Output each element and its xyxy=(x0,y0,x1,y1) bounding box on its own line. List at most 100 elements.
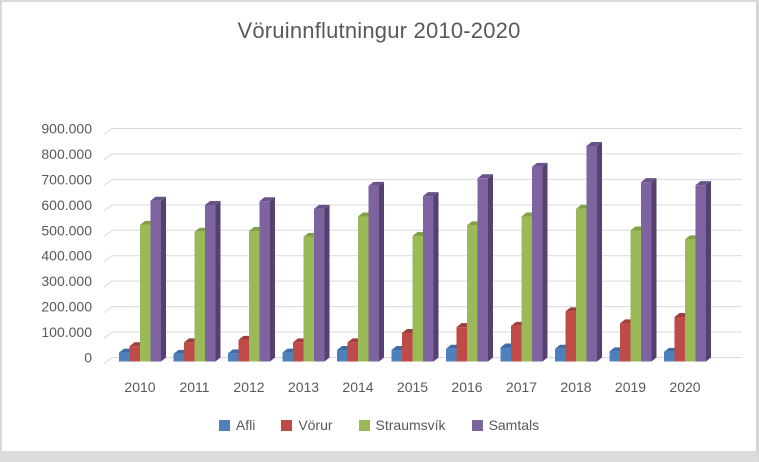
legend-label-straumsv-k: Straumsvík xyxy=(375,417,446,433)
bar-front-face xyxy=(555,348,566,362)
legend-label-samtals: Samtals xyxy=(488,417,540,433)
bar-front-face xyxy=(412,236,423,362)
bar-samtals-2018[interactable] xyxy=(586,141,603,362)
legend-item-afli[interactable]: Afli xyxy=(218,417,256,433)
bar-front-face xyxy=(303,236,314,362)
bar-top-face xyxy=(150,196,166,201)
bar-samtals-2020[interactable] xyxy=(695,181,712,362)
bar-side-face xyxy=(433,192,439,362)
legend-swatch-samtals xyxy=(471,419,483,431)
x-axis-label-2014: 2014 xyxy=(342,379,373,395)
chart-title: Vöruinnflutningur 2010-2020 xyxy=(237,18,521,43)
x-axis-label-2012: 2012 xyxy=(233,379,264,395)
bar-top-face xyxy=(695,181,711,186)
bar-front-face xyxy=(500,347,511,362)
bar-front-face xyxy=(184,342,195,362)
bar-samtals-2013[interactable] xyxy=(314,204,330,362)
y-axis-tick-100-000: 100.000 xyxy=(41,324,92,340)
y-axis-tick-200-000: 200.000 xyxy=(41,299,92,315)
bar-side-face xyxy=(488,174,493,362)
legend-label-v-rur: Vörur xyxy=(298,417,333,433)
bar-top-face xyxy=(477,174,493,179)
y-axis-tick-800-000: 800.000 xyxy=(41,146,92,162)
bar-samtals-2011[interactable] xyxy=(205,201,221,362)
bar-top-face xyxy=(205,201,221,206)
bar-front-face xyxy=(205,205,216,362)
bar-front-face xyxy=(446,348,457,362)
bar-side-face xyxy=(379,181,384,362)
gridline-800-000 xyxy=(103,153,742,161)
legend-item-samtals[interactable]: Samtals xyxy=(471,417,540,433)
y-axis-tick-0: 0 xyxy=(84,350,92,366)
bar-top-face xyxy=(314,204,330,209)
gridline-900-000 xyxy=(103,128,742,135)
y-axis-tick-600-000: 600.000 xyxy=(41,197,92,213)
x-axis-label-2019: 2019 xyxy=(615,379,646,395)
bar-front-face xyxy=(456,327,467,362)
bar-front-face xyxy=(630,230,641,362)
x-axis-label-2013: 2013 xyxy=(288,379,319,395)
bar-front-face xyxy=(368,185,379,362)
y-axis-tick-900-000: 900.000 xyxy=(41,121,92,137)
legend-label-afli: Afli xyxy=(235,417,256,433)
bar-front-face xyxy=(337,350,348,362)
bar-front-face xyxy=(532,166,543,362)
bar-front-face xyxy=(695,185,706,362)
bar-front-face xyxy=(293,342,304,362)
legend-swatch-v-rur xyxy=(281,419,293,431)
y-axis-tick-500-000: 500.000 xyxy=(41,222,92,238)
x-axis-label-2020: 2020 xyxy=(669,379,700,395)
bar-samtals-2019[interactable] xyxy=(641,178,657,362)
bar-top-face xyxy=(368,181,384,186)
bar-side-face xyxy=(706,181,711,362)
x-axis-label-2016: 2016 xyxy=(451,379,482,395)
x-axis-label-2018: 2018 xyxy=(560,379,591,395)
bar-front-face xyxy=(423,196,434,362)
bar-front-face xyxy=(249,230,260,362)
bar-front-face xyxy=(282,352,293,362)
legend-item-straumsv-k[interactable]: Straumsvík xyxy=(358,417,446,433)
bar-front-face xyxy=(358,216,369,362)
legend-swatch-straumsv-k xyxy=(358,419,370,431)
bar-front-face xyxy=(238,339,249,362)
x-axis-label-2010: 2010 xyxy=(124,379,155,395)
bar-front-face xyxy=(467,225,478,362)
bar-samtals-2012[interactable] xyxy=(259,197,276,362)
bar-front-face xyxy=(521,216,532,362)
bar-samtals-2014[interactable] xyxy=(368,181,385,362)
bar-side-face xyxy=(324,204,330,362)
x-axis-label-2011: 2011 xyxy=(179,379,209,395)
bar-front-face xyxy=(641,182,652,362)
y-axis-tick-300-000: 300.000 xyxy=(41,273,92,289)
bar-front-face xyxy=(259,201,270,362)
bar-top-face xyxy=(532,162,548,167)
x-axis-label-2017: 2017 xyxy=(506,379,537,395)
bar-front-face xyxy=(586,145,597,362)
bar-front-face xyxy=(228,353,239,362)
bar-top-face xyxy=(641,178,657,183)
bar-front-face xyxy=(150,200,161,362)
bar-front-face xyxy=(674,316,685,362)
bar-front-face xyxy=(511,325,522,362)
bar-front-face xyxy=(576,208,587,362)
bar-top-face xyxy=(423,192,439,197)
bar-front-face xyxy=(391,350,402,362)
bar-samtals-2010[interactable] xyxy=(150,196,167,362)
bar-front-face xyxy=(173,353,184,362)
bar-front-face xyxy=(620,323,631,362)
bar-front-face xyxy=(314,208,325,362)
bar-side-face xyxy=(270,197,275,362)
legend-item-v-rur[interactable]: Vörur xyxy=(281,417,333,433)
bar-side-face xyxy=(542,162,548,362)
y-axis-tick-400-000: 400.000 xyxy=(41,248,92,264)
bar-samtals-2016[interactable] xyxy=(477,174,494,362)
bar-samtals-2015[interactable] xyxy=(423,192,439,362)
y-axis-tick-700-000: 700.000 xyxy=(41,171,92,187)
bar-samtals-2017[interactable] xyxy=(532,162,548,362)
bar-front-face xyxy=(609,351,620,362)
bar-front-face xyxy=(119,352,130,362)
bar-top-face xyxy=(586,141,602,146)
bar-front-face xyxy=(140,224,151,362)
